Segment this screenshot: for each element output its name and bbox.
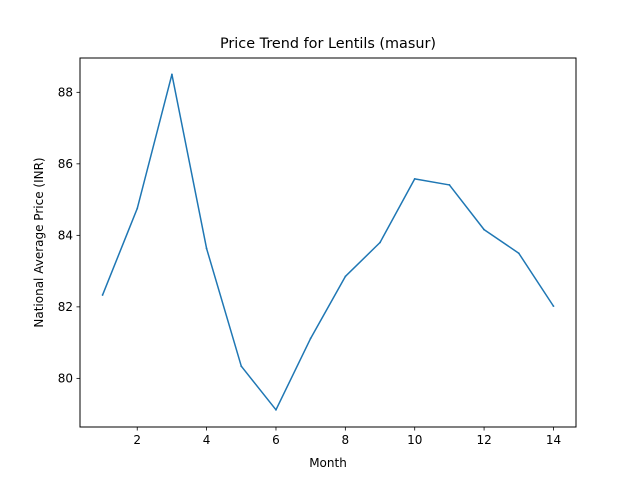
y-tick-label: 86 [58,157,73,171]
data-point [240,365,243,368]
data-point [309,337,312,340]
data-point [344,275,347,278]
data-point [136,207,139,210]
data-point [552,305,555,308]
y-tick-label: 84 [58,228,73,242]
x-tick-label: 12 [476,433,491,447]
y-tick-label: 82 [58,300,73,314]
data-point [483,228,485,231]
x-tick-label: 8 [342,433,350,447]
x-tick-label: 2 [133,433,141,447]
y-tick-label: 88 [58,85,73,99]
data-point [101,294,104,296]
x-tick-label: 10 [407,433,422,447]
series-line [101,73,555,411]
data-point [379,241,381,244]
data-point [171,73,173,76]
y-tick-label: 80 [58,371,73,385]
data-point [275,408,277,411]
data-point [205,247,208,250]
x-tick-label: 6 [272,433,280,447]
plot-frame [79,57,577,428]
x-axis-label: Month [309,456,347,470]
chart-title: Price Trend for Lentils (masur) [220,36,436,52]
data-point [517,252,520,255]
x-tick-label: 4 [203,433,211,447]
y-axis-label: National Average Price (INR) [32,157,46,327]
data-point [448,184,451,186]
x-tick-label: 14 [546,433,561,447]
data-point [413,177,416,180]
